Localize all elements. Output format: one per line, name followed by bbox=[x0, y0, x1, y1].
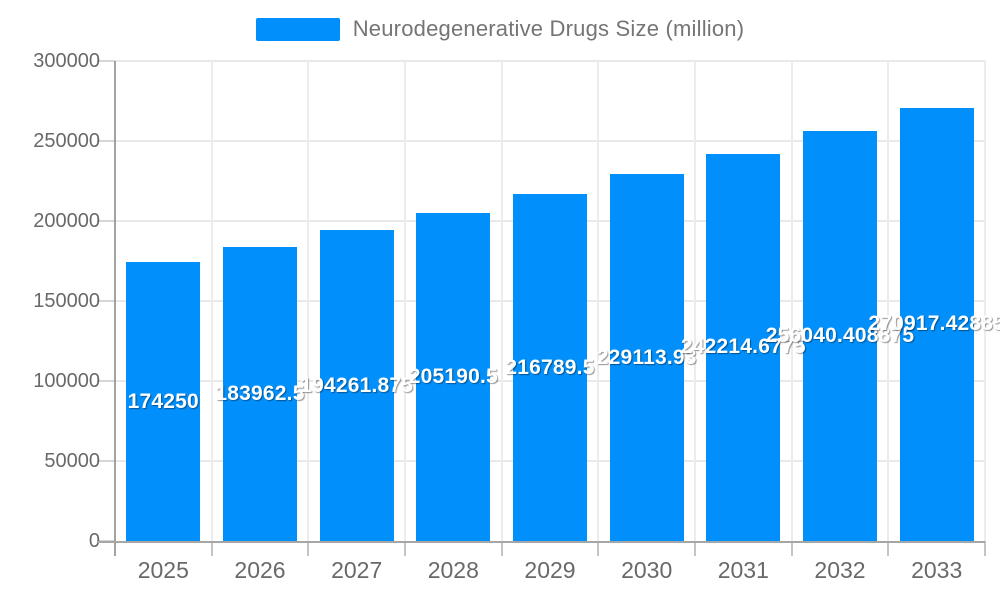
x-axis-label-2026: 2026 bbox=[234, 557, 286, 583]
x-axis-tick bbox=[211, 541, 213, 556]
x-axis-tick bbox=[501, 541, 503, 556]
bar-2026[interactable] bbox=[223, 246, 297, 541]
x-gridline bbox=[791, 61, 793, 541]
y-axis-tick bbox=[97, 460, 115, 462]
bar-2033[interactable] bbox=[899, 107, 974, 541]
bar-2029[interactable] bbox=[513, 194, 587, 541]
bar-2031[interactable] bbox=[706, 153, 781, 541]
x-axis-tick bbox=[694, 541, 696, 556]
bar-2032[interactable] bbox=[803, 131, 877, 541]
chart-legend[interactable]: Neurodegenerative Drugs Size (million) bbox=[0, 16, 1000, 42]
y-axis-label: 250000 bbox=[33, 130, 100, 152]
x-axis-label-2031: 2031 bbox=[717, 557, 769, 583]
y-axis-line bbox=[114, 61, 116, 556]
y-axis-tick bbox=[97, 380, 115, 382]
y-axis-label: 150000 bbox=[33, 290, 100, 312]
x-axis-tick bbox=[404, 541, 406, 556]
x-axis-label-2033: 2033 bbox=[911, 557, 963, 583]
y-axis-label: 300000 bbox=[33, 50, 100, 72]
x-gridline bbox=[887, 61, 889, 541]
y-axis-label: 100000 bbox=[33, 370, 100, 392]
x-axis-tick bbox=[307, 541, 309, 556]
bar-2025[interactable] bbox=[126, 262, 201, 541]
legend-swatch-icon bbox=[255, 17, 340, 41]
x-axis-tick bbox=[791, 541, 793, 556]
bar-2028[interactable] bbox=[416, 212, 491, 541]
y-axis-label: 0 bbox=[88, 530, 100, 552]
x-gridline bbox=[307, 61, 309, 541]
y-gridline bbox=[115, 140, 985, 142]
x-axis-tick bbox=[984, 541, 986, 556]
x-gridline bbox=[984, 61, 986, 541]
x-gridline bbox=[597, 61, 599, 541]
y-axis-tick bbox=[97, 220, 115, 222]
x-gridline bbox=[501, 61, 503, 541]
y-axis-tick bbox=[97, 140, 115, 142]
x-axis-line bbox=[97, 541, 985, 543]
bar-2027[interactable] bbox=[319, 230, 394, 541]
x-axis-label-2032: 2032 bbox=[814, 557, 866, 583]
y-axis-label: 200000 bbox=[33, 210, 100, 232]
x-axis-tick bbox=[887, 541, 889, 556]
y-gridline bbox=[115, 60, 985, 62]
x-gridline bbox=[404, 61, 406, 541]
x-axis-label-2027: 2027 bbox=[331, 557, 383, 583]
x-axis-label-2030: 2030 bbox=[621, 557, 673, 583]
y-axis-tick bbox=[97, 60, 115, 62]
y-axis-tick bbox=[97, 300, 115, 302]
x-gridline bbox=[694, 61, 696, 541]
x-axis-label-2029: 2029 bbox=[524, 557, 576, 583]
x-axis-label-2025: 2025 bbox=[137, 557, 189, 583]
legend-label: Neurodegenerative Drugs Size (million) bbox=[352, 16, 745, 41]
x-gridline bbox=[211, 61, 213, 541]
x-axis-label-2028: 2028 bbox=[427, 557, 479, 583]
bar-2030[interactable] bbox=[609, 174, 684, 541]
y-axis-label: 50000 bbox=[44, 450, 100, 472]
x-axis-tick bbox=[597, 541, 599, 556]
